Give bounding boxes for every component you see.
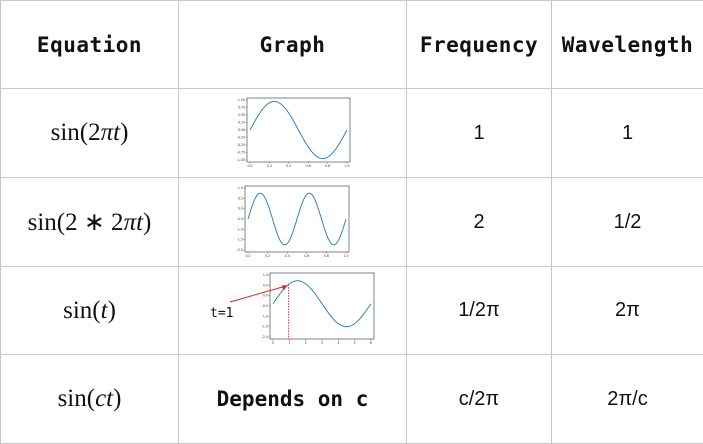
header-frequency: Frequency	[407, 1, 552, 89]
t-equals-1-label: t=1	[210, 306, 233, 321]
x-tick-label: 0.4	[284, 254, 289, 258]
y-tick-label: -0.75	[236, 151, 244, 155]
frequency-cell: c/2π	[407, 355, 552, 444]
equation-cell: sin(2 ∗ 2πt)	[1, 178, 179, 267]
x-tick-label: 0	[271, 341, 273, 345]
equation-prefix: sin(	[58, 385, 96, 412]
wavelength-cell: 2π/c	[552, 355, 703, 444]
graph-cell: 1.0 0.5 0.0 -0.5 -1.0 -1.5 -2.0 0 1 2 3 4 5 6 t=1	[179, 267, 407, 355]
x-tick-label: 2	[304, 341, 306, 345]
y-tick-label: 0.00	[237, 128, 244, 132]
frequency-cell: 1	[407, 89, 552, 178]
equation-suffix: )	[108, 297, 116, 324]
y-tick-label: 0.0	[262, 293, 267, 297]
table-row: sin(2πt) 1.00 0.75 0.50 0.25 0.00 -0.25 -0.50 -…	[1, 89, 703, 178]
y-tick-label: -0.5	[261, 304, 267, 308]
y-tick-label: -1.5	[236, 238, 242, 242]
y-tick-label: -2.0	[261, 335, 267, 339]
equation-var: πt	[124, 209, 143, 236]
y-tick-label: 1.0	[262, 273, 267, 277]
y-tick-label: 0.50	[237, 113, 244, 117]
y-tick-label: 0.75	[237, 106, 244, 110]
x-tick-label: 0.6	[304, 254, 309, 258]
y-tick-label: 1.00	[237, 98, 244, 102]
x-tick-label: 0.2	[266, 164, 271, 168]
x-tick-label: 0.8	[323, 254, 328, 258]
equation-suffix: )	[143, 209, 151, 236]
equation-cell: sin(t)	[1, 267, 179, 355]
x-tick-label: 3	[320, 341, 322, 345]
equation-suffix: )	[120, 119, 128, 146]
sine-plot-3: 1.0 0.5 0.0 -0.5 -1.0 -1.5 -2.0 0 1 2 3 4 5 6 t=1	[208, 269, 378, 353]
header-row: Equation Graph Frequency Wavelength	[1, 1, 703, 89]
x-tick-label: 5	[353, 341, 355, 345]
x-tick-label: 0.8	[325, 164, 330, 168]
equation-prefix: sin(2	[51, 119, 101, 146]
y-tick-label: -1.00	[236, 158, 244, 162]
x-tick-label: 1	[288, 341, 290, 345]
x-tick-label: 0.0	[245, 254, 250, 258]
equation-prefix: sin(2 ∗ 2	[28, 209, 124, 236]
y-tick-label: -1.5	[261, 324, 267, 328]
table-row: sin(t) 1.0 0.5 0.0 -0.5 -1.0 -1.5 -2.0 0 1 2 3 4 5 6 t…	[1, 267, 703, 355]
frequency-cell: 1/2π	[407, 267, 552, 355]
y-tick-label: -1.0	[261, 314, 267, 318]
table-row: sin(ct) Depends on c c/2π 2π/c	[1, 355, 703, 444]
y-tick-label: 1.0	[237, 186, 242, 190]
x-tick-label: 0.6	[305, 164, 310, 168]
equation-suffix: )	[113, 385, 121, 412]
graph-cell: 1.00 0.75 0.50 0.25 0.00 -0.25 -0.50 -0.75 -1.00…	[179, 89, 407, 178]
x-tick-label: 0.4	[286, 164, 291, 168]
y-tick-label: -0.5	[236, 217, 242, 221]
x-tick-label: 6	[369, 341, 371, 345]
sine-plot-1: 1.00 0.75 0.50 0.25 0.00 -0.25 -0.50 -0.75 -1.00…	[233, 94, 353, 172]
y-tick-label: 0.25	[237, 121, 244, 125]
equation-var: ct	[95, 385, 113, 412]
header-equation: Equation	[1, 1, 179, 89]
graph-note-cell: Depends on c	[179, 355, 407, 444]
y-tick-label: 0.5	[262, 283, 267, 287]
header-graph: Graph	[179, 1, 407, 89]
equation-cell: sin(2πt)	[1, 89, 179, 178]
x-tick-label: 4	[337, 341, 339, 345]
equation-var: πt	[101, 119, 120, 146]
equation-var: t	[101, 297, 108, 324]
x-tick-label: 1.0	[343, 254, 348, 258]
x-tick-label: 1.0	[344, 164, 349, 168]
y-tick-label: 0.0	[237, 207, 242, 211]
wavelength-cell: 1/2	[552, 178, 703, 267]
y-tick-label: 0.5	[237, 196, 242, 200]
y-tick-label: -0.50	[236, 143, 244, 147]
equation-cell: sin(ct)	[1, 355, 179, 444]
x-tick-label: 0.0	[247, 164, 252, 168]
frequency-cell: 2	[407, 178, 552, 267]
y-tick-label: -1.0	[236, 227, 242, 231]
header-wavelength: Wavelength	[552, 1, 703, 89]
equation-prefix: sin(	[63, 297, 101, 324]
wavelength-cell: 1	[552, 89, 703, 178]
x-tick-label: 0.2	[265, 254, 270, 258]
plot-frame	[270, 273, 374, 339]
y-tick-label: -0.25	[236, 136, 244, 140]
wavelength-cell: 2π	[552, 267, 703, 355]
y-tick-label: -2.0	[236, 248, 242, 252]
